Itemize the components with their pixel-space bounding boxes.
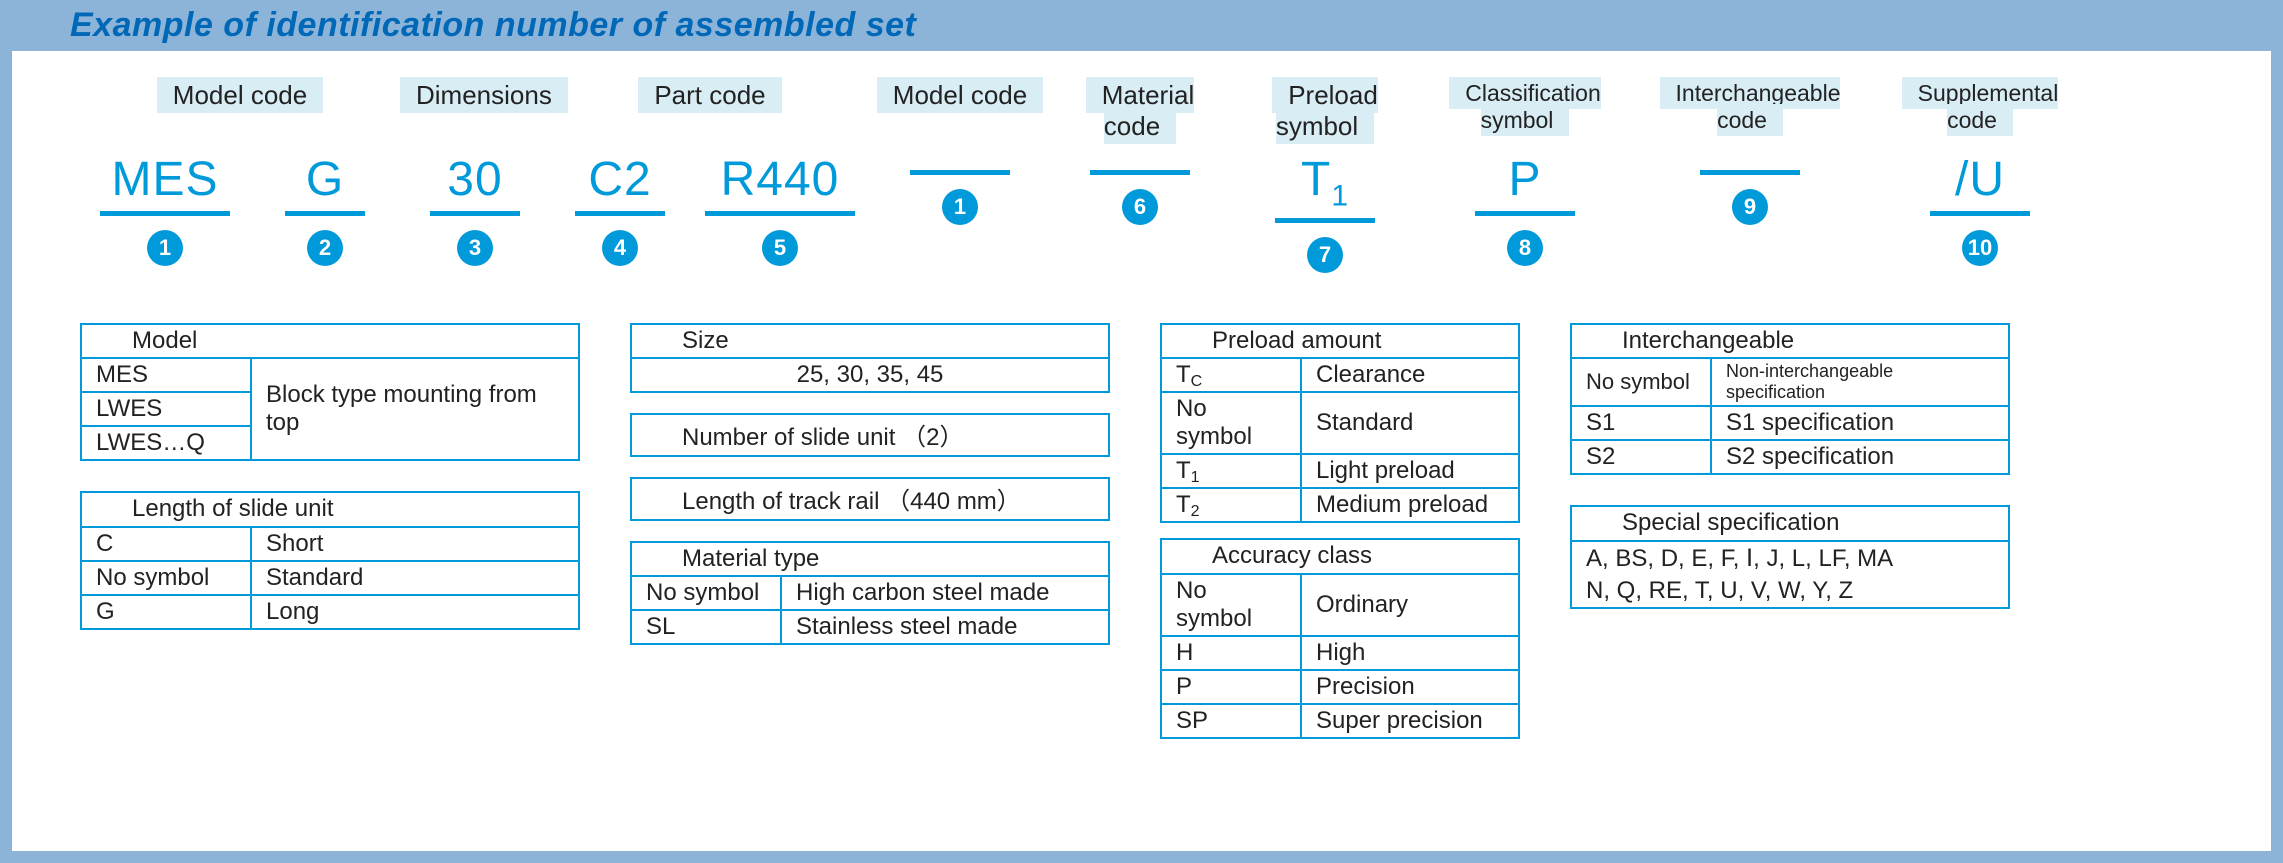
code-9: P: [1508, 152, 1541, 211]
badge-9: 8: [1507, 230, 1543, 266]
code-5: R440: [721, 152, 840, 211]
code-4: C2: [588, 152, 651, 211]
code-2: G: [306, 152, 344, 211]
badge-6: 1: [942, 189, 978, 225]
code-8: T1: [1301, 152, 1349, 218]
badge-8: 7: [1307, 237, 1343, 273]
code-1: MES: [111, 152, 218, 211]
badge-1: 1: [147, 230, 183, 266]
badge-10: 9: [1732, 189, 1768, 225]
badge-4: 4: [602, 230, 638, 266]
badge-2: 2: [307, 230, 343, 266]
badge-7: 6: [1122, 189, 1158, 225]
badge-5: 5: [762, 230, 798, 266]
outer-frame: [0, 0, 2283, 863]
code-11: /U: [1955, 152, 2005, 211]
codes-row: MES 1 G 2 30 3 C2 4 R440 5 1: [80, 152, 2233, 273]
code-3: 30: [447, 152, 502, 211]
badge-11: 10: [1962, 230, 1998, 266]
badge-3: 3: [457, 230, 493, 266]
